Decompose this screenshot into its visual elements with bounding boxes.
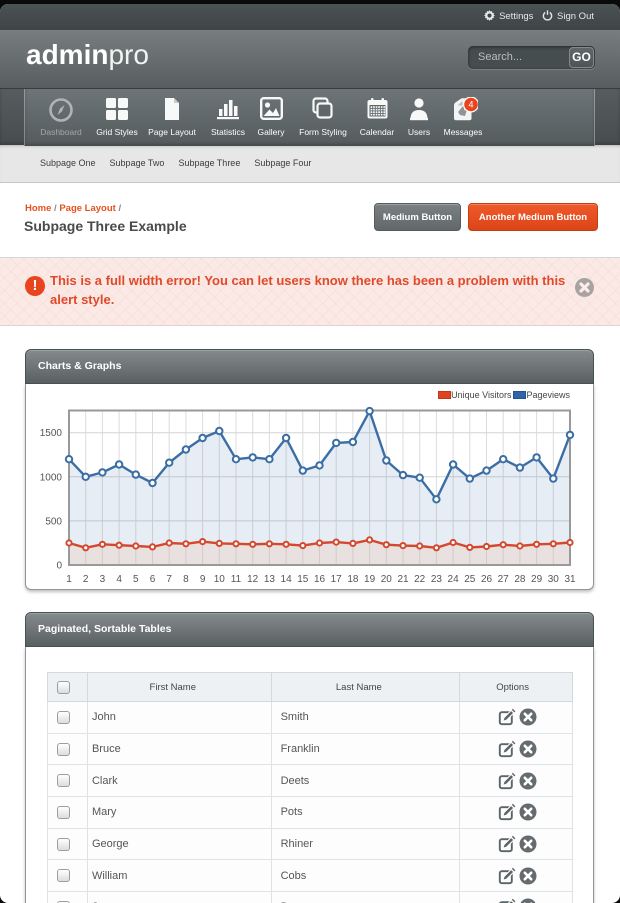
svg-text:18: 18	[347, 574, 359, 585]
svg-text:6: 6	[150, 574, 156, 585]
svg-text:19: 19	[364, 574, 376, 585]
svg-text:16: 16	[314, 574, 326, 585]
svg-text:2: 2	[83, 574, 89, 585]
svg-text:8: 8	[183, 574, 189, 585]
svg-text:13: 13	[264, 574, 276, 585]
svg-text:4: 4	[116, 574, 122, 585]
svg-text:1500: 1500	[40, 428, 63, 439]
svg-text:3: 3	[100, 574, 106, 585]
svg-text:26: 26	[481, 574, 493, 585]
svg-text:25: 25	[464, 574, 476, 585]
svg-text:1000: 1000	[40, 472, 63, 483]
svg-text:10: 10	[214, 574, 226, 585]
svg-text:31: 31	[564, 574, 576, 585]
svg-text:7: 7	[166, 574, 172, 585]
svg-text:11: 11	[231, 574, 242, 585]
svg-text:30: 30	[548, 574, 560, 585]
svg-text:5: 5	[133, 574, 139, 585]
svg-text:17: 17	[331, 574, 343, 585]
svg-text:23: 23	[431, 574, 443, 585]
svg-text:4: 4	[468, 100, 473, 110]
svg-text:14: 14	[281, 574, 293, 585]
svg-text:29: 29	[531, 574, 543, 585]
svg-text:0: 0	[56, 561, 62, 572]
svg-text:28: 28	[514, 574, 526, 585]
svg-text:1: 1	[66, 574, 72, 585]
svg-text:9: 9	[200, 574, 206, 585]
svg-text:500: 500	[45, 516, 62, 527]
svg-text:12: 12	[247, 574, 259, 585]
svg-text:24: 24	[448, 574, 460, 585]
svg-text:27: 27	[498, 574, 510, 585]
svg-text:21: 21	[397, 574, 409, 585]
svg-text:22: 22	[414, 574, 426, 585]
svg-text:15: 15	[297, 574, 309, 585]
svg-text:20: 20	[381, 574, 393, 585]
